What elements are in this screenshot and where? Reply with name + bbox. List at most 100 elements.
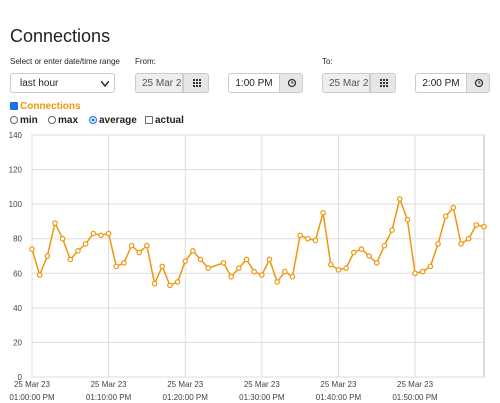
from-date[interactable]: 25 Mar 23 (135, 73, 183, 93)
data-point (450, 204, 457, 211)
plot-area (31, 134, 485, 378)
data-point (481, 223, 487, 230)
data-point (90, 230, 97, 237)
y-tick-label: 60 (13, 269, 22, 278)
data-point (282, 268, 288, 275)
data-point (121, 260, 127, 266)
data-point (297, 232, 303, 239)
data-point (366, 253, 372, 259)
data-point (251, 268, 257, 275)
data-point (465, 235, 472, 242)
calendar-icon (380, 79, 388, 87)
x-tick-label: 01:50:00 PM (392, 393, 438, 402)
data-point (82, 241, 89, 247)
option-max[interactable]: max (48, 115, 78, 126)
option-label: max (58, 115, 79, 126)
data-point (343, 265, 349, 271)
x-tick-label: 01:10:00 PM (86, 393, 132, 402)
to-time[interactable]: 2:00 PM (415, 73, 467, 93)
data-point (105, 230, 112, 237)
data-point (236, 265, 242, 271)
data-point (36, 272, 43, 278)
data-point (98, 232, 104, 239)
data-point (312, 237, 319, 244)
calendar-icon (193, 79, 201, 87)
to-calendar-button[interactable] (370, 73, 396, 93)
data-point (52, 220, 58, 226)
checkbox-checked (10, 102, 18, 110)
data-point (266, 256, 273, 263)
data-point (167, 282, 173, 289)
to-label: To: (322, 57, 333, 66)
radio-checked (89, 116, 97, 124)
y-tick-label: 0 (18, 373, 23, 382)
data-point (136, 249, 143, 256)
from-time-text: 1:00 PM (235, 78, 273, 89)
data-point (419, 268, 426, 275)
range-value: last hour (20, 78, 59, 89)
x-tick-label: 01:40:00 PM (316, 393, 362, 402)
data-point (128, 242, 135, 249)
radio (48, 116, 56, 124)
range-label: Select or enter date/time range (10, 57, 120, 66)
from-time[interactable]: 1:00 PM (228, 73, 280, 93)
x-tick-label: 25 Mar 23 (167, 380, 204, 389)
series-toggle[interactable]: Connections (10, 101, 81, 112)
data-point (350, 249, 357, 256)
option-average[interactable]: average (89, 115, 137, 126)
range-select[interactable]: last hour (10, 73, 115, 93)
clock-icon (474, 78, 484, 88)
x-tick-label: 01:20:00 PM (163, 393, 209, 402)
data-point (435, 241, 441, 247)
data-point (427, 263, 434, 270)
chart: 0 20 40 60 80 100 120 140 25 Mar 23 01:00:00 PM 25… (9, 131, 487, 402)
data-point (144, 242, 150, 249)
data-point (220, 260, 227, 266)
x-tick-label: 25 Mar 23 (91, 380, 128, 389)
data-point (373, 260, 380, 266)
data-point (473, 222, 480, 228)
x-tick-label: 01:00:00 PM (9, 393, 55, 402)
y-tick-label: 40 (13, 304, 22, 313)
data-point (190, 248, 196, 254)
to-date[interactable]: 25 Mar 23 (322, 73, 370, 93)
x-tick-label: 25 Mar 23 (397, 380, 434, 389)
data-point (396, 196, 403, 202)
option-min[interactable]: min (10, 115, 38, 126)
clock-icon (287, 78, 297, 88)
data-point (44, 253, 51, 259)
data-point (335, 267, 342, 273)
option-actual[interactable]: actual (145, 115, 184, 126)
to-clock-button[interactable] (466, 73, 490, 93)
data-point (75, 248, 81, 254)
series-toggle-label: Connections (20, 101, 81, 112)
page-title: Connections (10, 26, 111, 46)
data-point (412, 270, 418, 277)
data-point (159, 263, 166, 270)
data-point (320, 209, 326, 216)
data-point (274, 279, 280, 285)
x-tick-label: 01:30:00 PM (239, 393, 285, 402)
data-point (404, 216, 411, 223)
data-point (182, 258, 189, 264)
data-point (304, 235, 311, 242)
data-point (327, 261, 334, 268)
x-tick-label: 25 Mar 23 (244, 380, 281, 389)
y-tick-label: 80 (13, 235, 22, 244)
data-point (381, 242, 388, 249)
data-point (442, 213, 449, 220)
data-point (29, 246, 35, 252)
x-tick-label: 25 Mar 23 (14, 380, 51, 389)
from-clock-button[interactable] (279, 73, 303, 93)
data-point (228, 273, 234, 280)
data-point (151, 280, 158, 287)
option-label: min (20, 115, 38, 126)
dropdown-arrow (101, 81, 109, 87)
option-label: average (99, 115, 137, 126)
y-tick-label: 100 (9, 200, 23, 209)
y-tick-label: 140 (9, 131, 23, 140)
data-point (113, 263, 120, 270)
y-tick-label: 20 (13, 338, 22, 347)
data-point (358, 246, 365, 252)
from-calendar-button[interactable] (183, 73, 209, 93)
